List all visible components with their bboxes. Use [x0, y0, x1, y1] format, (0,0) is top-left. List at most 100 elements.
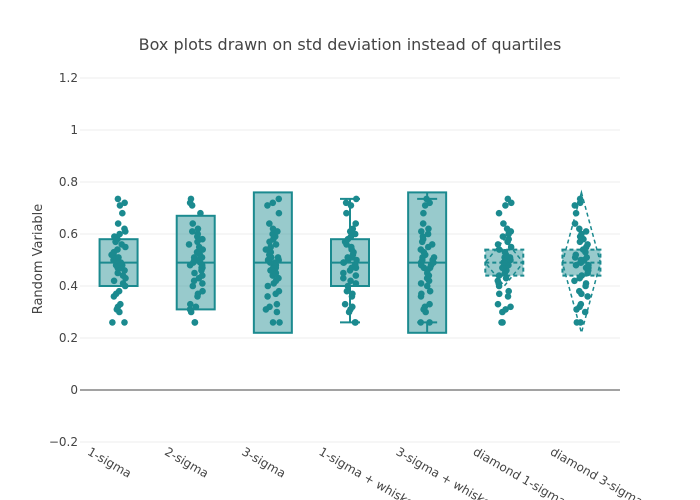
data-point [576, 287, 583, 295]
data-point [272, 269, 280, 277]
data-point [428, 241, 436, 248]
data-point [347, 277, 354, 285]
data-point [264, 202, 271, 209]
data-point [577, 319, 584, 326]
data-point [420, 209, 427, 217]
data-point [191, 319, 199, 326]
data-point [419, 233, 427, 240]
x-tick-label: 3-sigma [239, 444, 288, 480]
data-point [275, 287, 283, 295]
data-point [189, 220, 197, 227]
data-point [572, 251, 580, 259]
data-point [342, 199, 350, 207]
x-tick-label: 1-sigma [85, 444, 134, 480]
data-point [352, 319, 359, 326]
data-point [495, 246, 503, 253]
data-point [191, 269, 198, 277]
data-point [340, 274, 347, 282]
box-trace [252, 191, 293, 334]
data-point [276, 319, 283, 326]
data-point [190, 254, 198, 261]
data-point [266, 303, 273, 311]
x-tick-labels: 1-sigma 2-sigma 3-sigma 1-sigma + whiskers3… [85, 444, 645, 500]
data-point [504, 195, 512, 203]
data-point [571, 277, 578, 285]
data-point [262, 246, 270, 253]
data-point [424, 230, 432, 238]
data-point [344, 254, 351, 261]
data-point [194, 230, 202, 238]
box-trace [407, 191, 448, 334]
data-point [352, 220, 360, 227]
data-point [266, 220, 273, 227]
data-point [114, 269, 122, 277]
x-tick-label: diamond 3-sigma [548, 444, 646, 500]
data-point [198, 272, 206, 279]
data-point [417, 280, 425, 287]
data-point [187, 195, 195, 203]
y-tick-labels: −0.2 0 0.2 0.4 0.6 0.8 1 1.2 [49, 71, 78, 449]
data-point [264, 293, 271, 300]
data-point [349, 225, 357, 233]
data-point [115, 254, 122, 261]
data-point [199, 287, 206, 295]
data-point [114, 220, 122, 227]
data-point [119, 272, 127, 279]
data-point [188, 228, 196, 235]
data-point [495, 290, 503, 298]
data-point [584, 293, 591, 300]
data-point [504, 293, 512, 300]
data-point [273, 300, 281, 308]
data-point [193, 248, 201, 256]
data-point [426, 319, 433, 326]
box-trace [175, 195, 216, 326]
data-point [275, 209, 283, 217]
data-point [502, 202, 509, 209]
data-point [585, 261, 592, 269]
data-point [505, 287, 512, 295]
chart-title: Box plots drawn on std deviation instead… [139, 35, 562, 54]
data-point [571, 220, 579, 227]
data-point [495, 272, 503, 279]
data-point [121, 199, 128, 207]
data-point [425, 225, 432, 233]
data-point [199, 235, 206, 243]
data-point [119, 280, 127, 287]
data-point [351, 261, 359, 269]
data-point [187, 300, 194, 308]
data-point [417, 246, 425, 253]
box-trace [330, 195, 370, 326]
data-point [507, 243, 515, 251]
data-point [275, 195, 283, 203]
box-trace [98, 195, 139, 326]
data-point [116, 230, 123, 238]
data-point [351, 230, 359, 238]
data-point [114, 195, 122, 203]
data-point [423, 195, 430, 203]
y-tick-label: 0.8 [59, 175, 78, 189]
boxes-layer [98, 189, 602, 336]
data-point [349, 290, 356, 298]
data-point [423, 282, 431, 290]
data-point [341, 300, 349, 308]
data-point [578, 272, 586, 279]
data-point [264, 282, 272, 290]
data-point [267, 248, 275, 256]
data-point [109, 319, 116, 326]
data-point [571, 202, 579, 209]
data-point [494, 300, 502, 308]
data-point [417, 319, 425, 326]
y-tick-label: 1.2 [59, 71, 78, 85]
data-point [119, 209, 126, 217]
data-point [582, 280, 590, 287]
data-point [267, 243, 275, 251]
data-point [352, 272, 360, 279]
data-point [269, 225, 277, 233]
data-point [192, 303, 200, 311]
data-point [502, 306, 509, 313]
data-point [114, 246, 121, 253]
data-point [501, 248, 509, 256]
data-point [111, 233, 118, 240]
data-point [502, 274, 510, 282]
